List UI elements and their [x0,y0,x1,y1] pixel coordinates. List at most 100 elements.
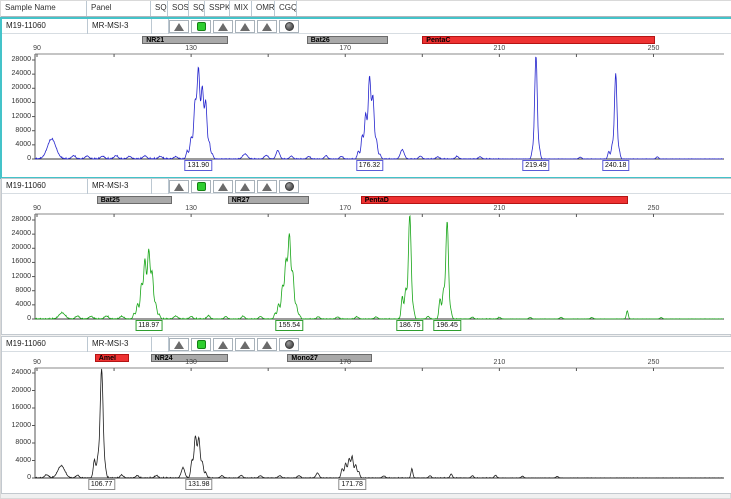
warning-triangle-icon [240,340,250,349]
flag-mix-button[interactable] [235,20,255,33]
peak-size-label[interactable]: 131.90 [184,160,213,171]
marker-bar-pentac[interactable]: PentaC [422,36,655,44]
peak-size-label[interactable]: 219.49 [522,160,550,171]
peak-size-label[interactable]: 240.18 [601,160,630,171]
sample-row-panel-2: M19-11060 MR-MSI-3 Bat25 NR27 PentaD 90 130 170… [1,178,731,335]
sample-name-cell[interactable]: M19-11060 [2,337,88,352]
warning-triangle-icon [218,22,228,31]
peak-size-label[interactable]: 155.54 [275,320,304,331]
sample-name-cell[interactable]: M19-11060 [2,19,88,34]
peak-size-label[interactable]: 196.45 [433,320,461,331]
y-axis-label: 12000 [11,112,31,120]
sqd-cell [152,337,169,352]
x-axis-label: 210 [493,45,506,52]
header-divider [1,16,731,18]
x-axis-label: 170 [339,205,352,212]
marker-bar-nr27[interactable]: NR27 [227,196,309,204]
flag-omr-button[interactable] [257,180,277,193]
marker-bar-bat25[interactable]: Bat25 [96,196,172,204]
sample-name-cell[interactable]: M19-11060 [2,179,88,194]
flag-sq-button[interactable] [191,180,211,193]
panel-name-cell[interactable]: MR-MSI-3 [88,19,152,34]
flag-omr-button[interactable] [257,20,277,33]
y-axis-label: 8000 [15,439,31,446]
peak-size-label[interactable]: 186.75 [396,320,424,331]
y-axis-label: 24000 [11,369,31,376]
trace-line [34,368,723,479]
flag-sspk-button[interactable] [213,338,233,351]
y-axis-label: 4000 [15,456,31,464]
y-axis-label: 0 [27,474,31,481]
warning-triangle-icon [240,22,250,31]
x-axis-label: 130 [185,359,197,366]
marker-bar-amel[interactable]: Amel [94,354,130,362]
column-header-omr: OMR [252,1,275,16]
x-axis-label: 170 [339,359,352,366]
flag-sos-button[interactable] [169,20,189,33]
x-axis-label: 250 [647,45,660,52]
y-axis-label: 16000 [11,404,31,411]
trace-line [34,56,723,160]
marker-bar-nr21[interactable]: NR21 [142,36,228,44]
y-axis-label: 16000 [11,258,31,266]
flag-sspk-button[interactable] [213,180,233,193]
flag-cgq-button[interactable] [279,338,299,351]
y-axis-label: 0 [27,155,31,162]
electropherogram-plot[interactable] [2,337,731,495]
sample-info-row: M19-11060 MR-MSI-3 [2,19,731,34]
sample-row-panel-3: M19-11060 MR-MSI-3 Amel NR24 Mono27 90 130 170 2… [1,336,731,494]
warning-triangle-icon [262,22,272,31]
y-axis-label: 20000 [11,386,31,394]
y-axis-label: 8000 [15,126,31,134]
sqd-cell [152,19,169,34]
flag-sspk-button[interactable] [213,20,233,33]
y-axis-label: 4000 [15,140,31,148]
flag-omr-button[interactable] [257,338,277,351]
peak-size-label[interactable]: 176.32 [355,160,384,171]
quality-circle-icon [284,340,294,349]
flag-mix-button[interactable] [235,180,255,193]
y-axis-label: 0 [27,315,31,322]
peak-size-label[interactable]: 131.98 [185,479,213,490]
panel-name-cell[interactable]: MR-MSI-3 [88,179,152,194]
quality-pass-square-icon [196,340,206,349]
warning-triangle-icon [174,182,184,191]
x-axis-label: 130 [185,205,197,212]
y-axis-label: 24000 [11,70,31,78]
warning-triangle-icon [174,340,184,349]
marker-bar-mono27[interactable]: Mono27 [287,354,373,362]
warning-triangle-icon [262,182,272,191]
flag-cgq-button[interactable] [279,20,299,33]
sqd-cell [152,179,169,194]
flag-sq-button[interactable] [191,338,211,351]
x-axis-label: 130 [185,45,197,52]
peak-size-label[interactable]: 171.78 [338,479,366,490]
quality-pass-square-icon [196,182,206,191]
y-axis-label: 8000 [15,286,31,294]
flag-mix-button[interactable] [235,338,255,351]
flag-sos-button[interactable] [169,338,189,351]
column-header-cgq: CGQ [275,1,297,16]
x-axis-label: 250 [647,205,660,212]
y-axis-label: 12000 [11,421,31,429]
peak-size-label[interactable]: 106.77 [87,479,116,490]
electropherogram-plot[interactable] [2,19,731,179]
warning-triangle-icon [262,340,272,349]
column-header-panel: Panel [87,1,151,16]
y-axis-label: 4000 [15,300,31,308]
x-axis-label: 90 [33,45,41,52]
column-header-sqd: SQD [151,1,168,16]
trace-line [34,214,723,320]
flag-sq-button[interactable] [191,20,211,33]
marker-bar-bat26[interactable]: Bat26 [306,36,388,44]
column-header-mix: MIX [230,1,252,16]
flag-cgq-button[interactable] [279,180,299,193]
marker-bar-nr24[interactable]: NR24 [150,354,228,362]
flag-sos-button[interactable] [169,180,189,193]
marker-bar-pentad[interactable]: PentaD [360,196,629,204]
electropherogram-plot[interactable] [2,179,731,336]
x-axis-label: 90 [33,205,41,212]
panel-name-cell[interactable]: MR-MSI-3 [88,337,152,352]
peak-size-label[interactable]: 118.97 [135,320,163,331]
